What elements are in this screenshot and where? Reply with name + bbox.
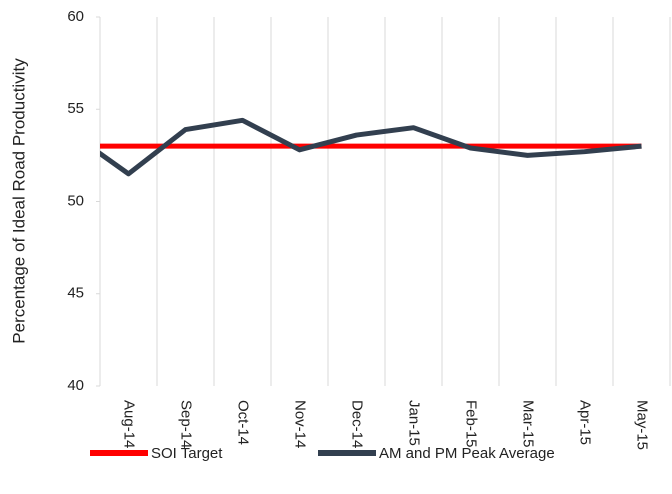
y-tick-label: 45: [67, 285, 84, 302]
y-axis-title: Percentage of Ideal Road Productivity: [9, 58, 28, 344]
y-tick-label: 55: [67, 100, 84, 117]
series-line: [100, 117, 642, 177]
y-tick-label: 50: [67, 192, 84, 209]
x-tick-label: Apr-15: [577, 400, 594, 445]
x-tick-label: Aug-14: [121, 400, 138, 448]
x-tick-label: May-15: [634, 400, 651, 450]
y-tick-label: 40: [67, 377, 84, 394]
x-tick-label: Sep-14: [178, 400, 195, 448]
x-tick-label: Mar-15: [520, 400, 537, 448]
x-tick-label: Nov-14: [292, 400, 309, 448]
x-tick-label: Jan-15: [406, 400, 423, 446]
legend-label: SOI Target: [151, 445, 223, 462]
x-tick-label: Oct-14: [235, 400, 252, 445]
x-tick-label: Feb-15: [463, 400, 480, 448]
plot: [100, 117, 642, 177]
legend-label: AM and PM Peak Average: [379, 445, 555, 462]
x-tick-label: Dec-14: [349, 400, 366, 448]
y-tick-label: 60: [67, 8, 84, 25]
